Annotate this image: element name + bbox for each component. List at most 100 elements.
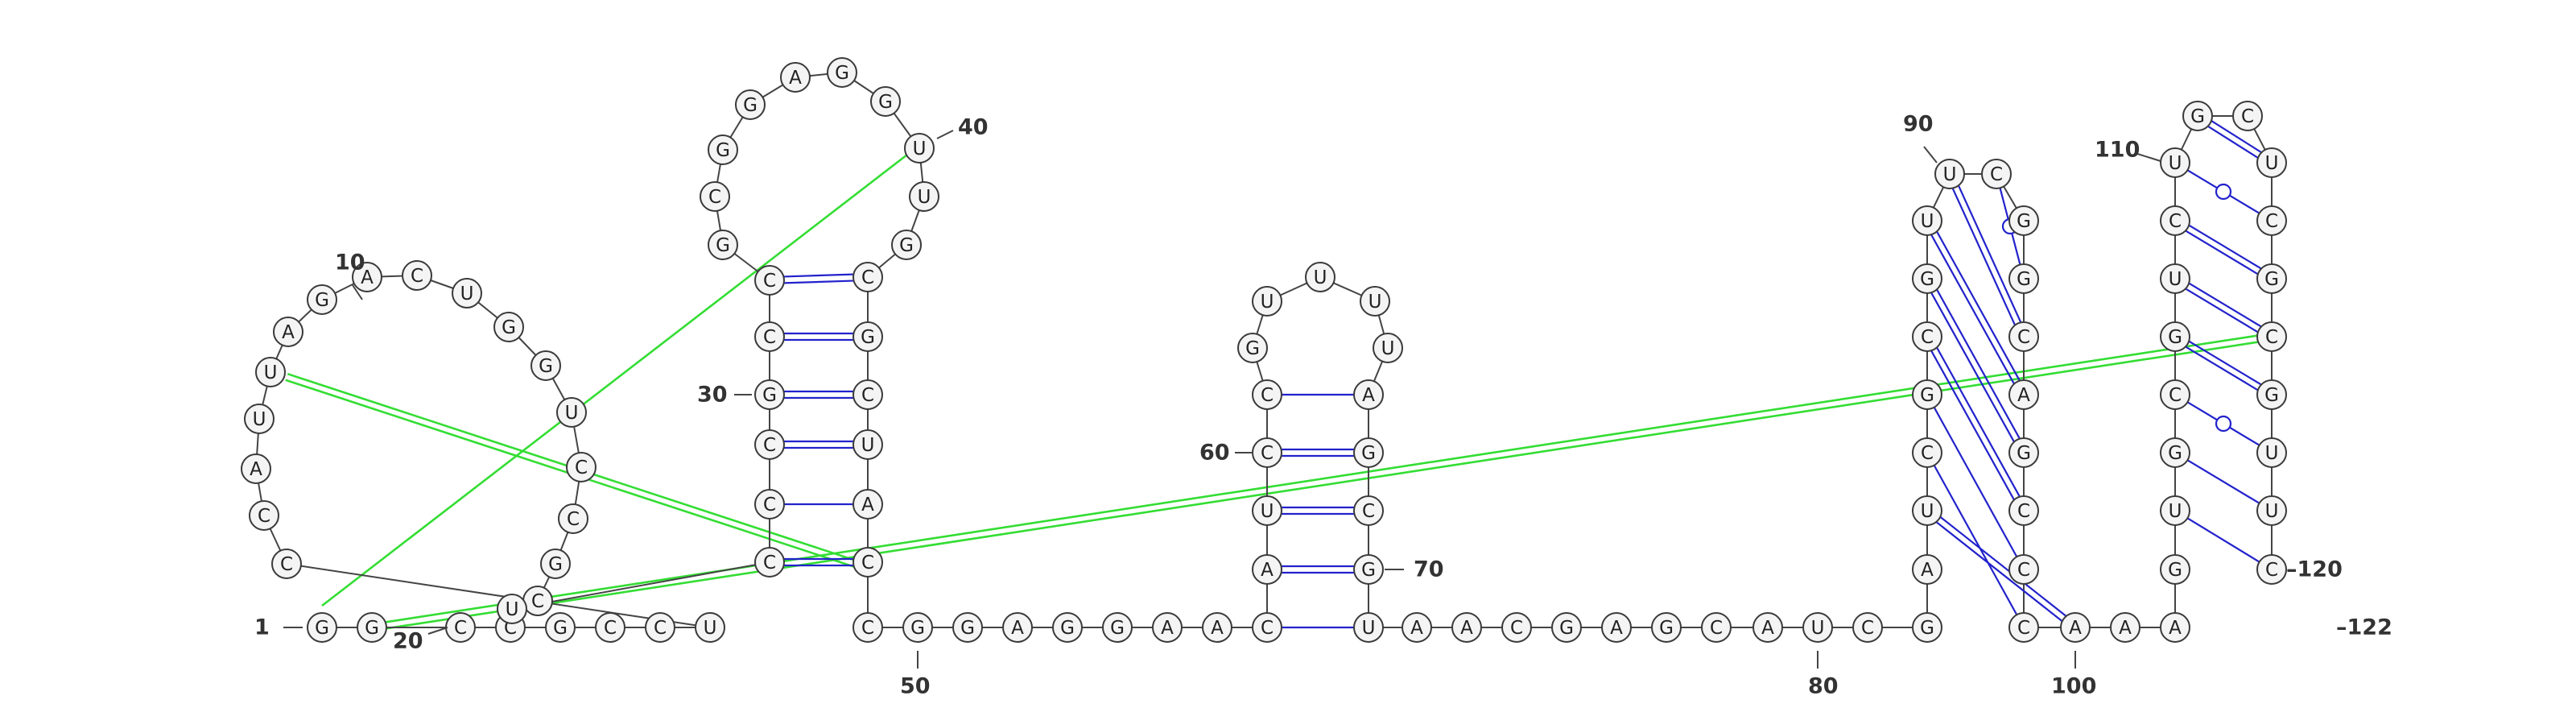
nucleotide-circle [595,612,625,643]
nucleotide-letter: A [1211,618,1224,639]
nucleotide-circle [952,612,983,643]
nucleotide: C [2232,101,2263,131]
nucleotide: U [244,404,275,434]
nucleotide: C [2008,612,2039,643]
nucleotide-letter: U [2169,269,2182,290]
base-pair-line [2207,126,2259,159]
nucleotide-letter: U [704,618,717,639]
nucleotide-circle [545,612,576,643]
nucleotide-letter: C [2169,211,2182,232]
nucleotide: C [1912,321,1942,352]
nucleotide-letter: C [280,554,293,575]
nucleotide-circle [452,278,482,308]
nucleotide-letter: C [1710,618,1723,639]
nucleotide: G [2182,101,2213,131]
nucleotide: U [1373,333,1403,363]
nucleotide-letter: C [2265,211,2278,232]
nucleotide-circle [902,612,933,643]
base-pair-line [1936,289,2021,439]
nucleotide-letter: A [1921,560,1934,581]
nucleotide-letter: G [762,385,777,406]
nucleotide-letter: G [1559,618,1574,639]
nucleotide: C [2160,379,2190,410]
nucleotide: C [754,265,785,296]
base-pair-line [2186,459,2260,504]
base-pair-line [1933,407,2018,557]
nucleotide-letter: G [539,356,553,377]
nucleotide-letter: U [1261,501,1274,522]
nucleotide-letter: U [2169,501,2182,522]
nucleotide-letter: C [2017,327,2030,348]
nucleotide: C [1501,612,1532,643]
base-pair-line [1935,521,2063,622]
nucleotide: C [1981,159,2012,189]
pseudoknot-lines [285,145,2273,632]
nucleotide-letter: A [1362,385,1375,406]
nucleotide-letter: C [604,618,617,639]
base-pair-line [1933,465,2018,615]
nucleotide-circle [1353,554,1384,585]
nucleotide: G [2256,263,2287,294]
nucleotide-letter: U [1921,501,1934,522]
nucleotide-letter: G [1920,618,1934,639]
nucleotide-letter: C [258,506,270,527]
label-tick [936,130,954,139]
nucleotide-letter: A [250,459,262,480]
nucleotide-letter: G [315,290,329,311]
nucleotide-letter: C [1261,443,1274,464]
nucleotide-letter: U [1381,338,1395,359]
nucleotide: G [952,612,983,643]
nucleotide-circle [700,181,730,212]
nucleotide: C [249,500,279,531]
nucleotide: C [754,321,785,352]
nucleotide-letter: G [2168,327,2182,348]
nucleotide-letter: G [910,618,925,639]
nucleotide: U [255,357,286,387]
nucleotide-letter: G [2190,106,2205,127]
base-pair-line [2188,282,2262,328]
nucleotide: A [1912,554,1942,585]
nucleotide-letter: G [960,618,975,639]
nucleotide: A [1353,379,1384,410]
nucleotide-circle [754,265,785,296]
nucleotide: A [2110,612,2140,643]
nucleotide: A [1402,612,1432,643]
nucleotide: U [852,429,883,460]
nucleotide: A [780,62,811,93]
label-tick [427,627,448,635]
nucleotide: G [545,612,576,643]
nucleotide: A [241,453,271,484]
nucleotide: G [1912,379,1942,410]
nucleotide-circle [1252,286,1282,317]
nucleotide-letter: G [1920,385,1934,406]
nucleotide: U [1360,286,1390,317]
base-pair-line [1930,292,2015,442]
position-label: 70 [1414,557,1444,582]
nucleotide: C [2160,205,2190,236]
nucleotide-circle [1152,612,1183,643]
nucleotide-letter: U [1811,618,1825,639]
nucleotide-circle [2160,321,2190,352]
nucleotide-letter: U [1261,292,1274,313]
nucleotide: A [2060,612,2091,643]
position-label: 40 [958,115,989,140]
base-pair-line [1930,350,2015,500]
nucleotide-circle [2160,147,2190,178]
base-pair-line [2186,517,2260,563]
backbone-segment [286,563,711,628]
nucleotide-circle [1912,263,1942,294]
position-label: 50 [900,674,931,699]
nucleotide-circle [695,612,725,643]
nucleotide-circle [1912,495,1942,526]
nucleotide: C [1252,612,1282,643]
nucleotide-letter: U [2265,443,2279,464]
nucleotide-circle [754,379,785,410]
nucleotide-letter: G [899,235,914,256]
nucleotide-circle [1451,612,1482,643]
nucleotide: G [540,549,571,579]
nucleotide: C [558,503,588,534]
nucleotide-circle [2008,612,2039,643]
nucleotide: U [2256,437,2287,468]
nucleotide-circle [556,397,587,428]
